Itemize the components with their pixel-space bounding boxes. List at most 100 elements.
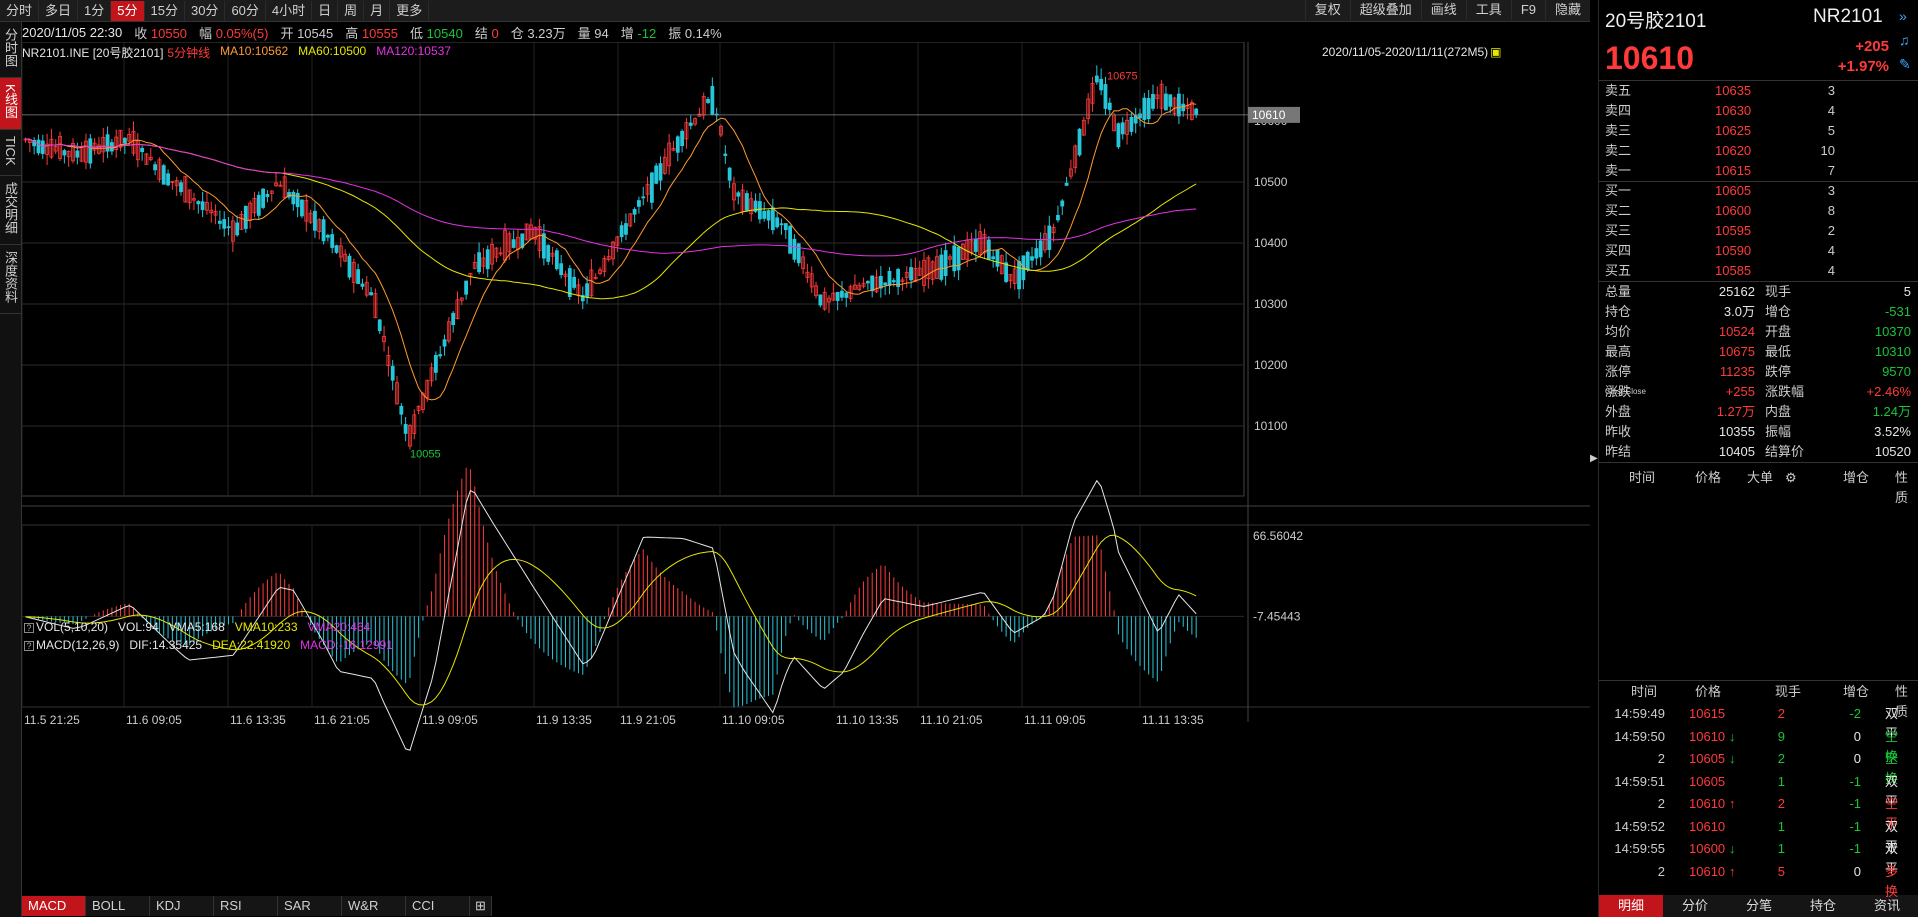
candle-body [973,238,978,252]
big-order-header: 大单 [1747,470,1774,485]
tool-button[interactable]: F9 [1510,0,1545,20]
gear-icon[interactable]: ⚙ [1785,470,1797,485]
edit-icon[interactable]: ✎ [1899,56,1911,72]
tick-row: 14:59:52 10610 1 -1 双平 [1605,817,1898,854]
help-icon[interactable]: ? [24,641,34,651]
panel-row: 外盘 1.27万 内盘 1.24万 [1605,402,1911,422]
quote-open: 10545 [297,25,334,41]
indicator-tab[interactable]: BOLL [86,896,150,916]
candle-body [550,252,555,257]
quote-vol: 94 [594,25,609,41]
period-tab[interactable]: 4小时 [266,0,313,21]
candle-body [598,269,602,274]
ask-price: 10615 [1715,163,1752,178]
candle-body [433,354,438,373]
candle-body [144,153,149,165]
left-tab[interactable]: 成交明细 [0,176,21,246]
panel-tab[interactable]: 持仓 [1809,898,1836,913]
time-tick: 11.6 21:05 [314,713,370,727]
period-tab[interactable]: 5分 [111,0,145,21]
tick-row: 2 10610 ↑ 5 0 多换 [1605,862,1898,899]
chevron-icon[interactable]: » [1899,8,1907,24]
panel-tab[interactable]: 明细 [1599,895,1663,917]
stat-label: 增仓 [1765,304,1792,319]
candle-body [377,319,382,332]
divider [1599,281,1918,282]
tool-button[interactable]: 隐藏 [1544,0,1590,20]
left-tab[interactable]: K线图 [0,78,21,130]
period-tab[interactable]: 月 [364,0,391,21]
left-tab[interactable]: 分时图 [0,22,21,78]
period-tab[interactable]: 30分 [185,0,226,21]
bid-volume: 2 [1827,223,1835,238]
tick-nature: 空换 [1885,751,1899,786]
indicator-tab[interactable]: SAR [278,896,342,916]
period-tab[interactable]: 更多 [390,0,430,21]
candle-body [382,336,386,343]
bell-icon[interactable]: ♫ [1899,32,1910,48]
indicator-tab[interactable]: W&R [342,896,406,916]
panel-tab[interactable]: 分价 [1681,898,1708,913]
candle-body [308,212,313,223]
candle-body [801,256,805,270]
ask-label: 卖四 [1605,103,1632,118]
candle-body [1094,75,1099,83]
candle-body [485,249,490,270]
candle-body [827,297,831,303]
candle-body [507,233,512,253]
panel-tabs: 明细 分价 分笔 持仓 资讯 [1599,895,1918,917]
candle-body [844,292,849,298]
candle-body [213,210,218,216]
candle-body [796,243,801,264]
indicator-tab[interactable]: KDJ [150,896,214,916]
tick-nature: 双平 [1885,773,1899,809]
period-tab[interactable]: 周 [338,0,365,21]
tool-button[interactable]: 超级叠加 [1349,0,1421,20]
candle-body [615,236,620,246]
candle-body [749,198,754,215]
candle-body [1060,200,1065,207]
period-tab[interactable]: 15分 [145,0,185,21]
candle-body [1090,82,1095,104]
panel-tab[interactable]: 资讯 [1873,898,1900,913]
add-indicator-icon[interactable]: ⊞ [470,896,492,916]
stat-value: 10520 [1874,444,1911,459]
collapse-panel-icon[interactable]: ▶ [1590,453,1598,464]
period-tab[interactable]: 分时 [0,0,40,21]
kline-chart-area[interactable]: 10500104001030010200101001060066.56042-7… [22,42,1590,917]
tool-buttons: 复权 超级叠加 画线 工具 F9 隐藏 [1304,0,1590,22]
candle-body [1086,98,1091,119]
period-tab[interactable]: 多日 [39,0,79,21]
left-tab[interactable]: TICK [0,130,21,177]
stat-value: 3.0万 [1723,304,1755,319]
candle-body [399,405,404,415]
candle-body [766,210,771,221]
tool-button[interactable]: 工具 [1465,0,1511,20]
tick-hand: 2 [1777,751,1785,766]
period-tab[interactable]: 1分 [78,0,112,21]
help-icon[interactable]: ? [24,623,34,633]
ask-price: 10625 [1715,123,1752,138]
period-tab[interactable]: 60分 [225,0,266,21]
stat-label: 总量 [1605,284,1632,299]
candle-body [1155,94,1160,100]
panel-row: 最高 10675 最低 10310 [1605,342,1911,362]
candle-body [917,267,922,276]
candle-body [537,226,542,251]
tool-button[interactable]: 画线 [1420,0,1466,20]
candle-body [982,234,987,254]
price-tick: 10500 [1254,175,1288,189]
kline-chart[interactable]: 10500104001030010200101001060066.56042-7… [22,42,1590,896]
candle-body [788,225,793,254]
candle-body [438,354,443,357]
period-tab[interactable]: 日 [312,0,339,21]
indicator-tab[interactable]: CCI [406,896,470,916]
candle-body [338,245,343,258]
left-tab[interactable]: 深度资料 [0,245,21,315]
indicator-tab[interactable]: RSI [214,896,278,916]
indicator-tab[interactable]: MACD [22,896,86,916]
panel-tab[interactable]: 分笔 [1745,898,1772,913]
candle-body [546,245,551,262]
candle-body [878,276,883,289]
tool-button[interactable]: 复权 [1304,0,1350,20]
